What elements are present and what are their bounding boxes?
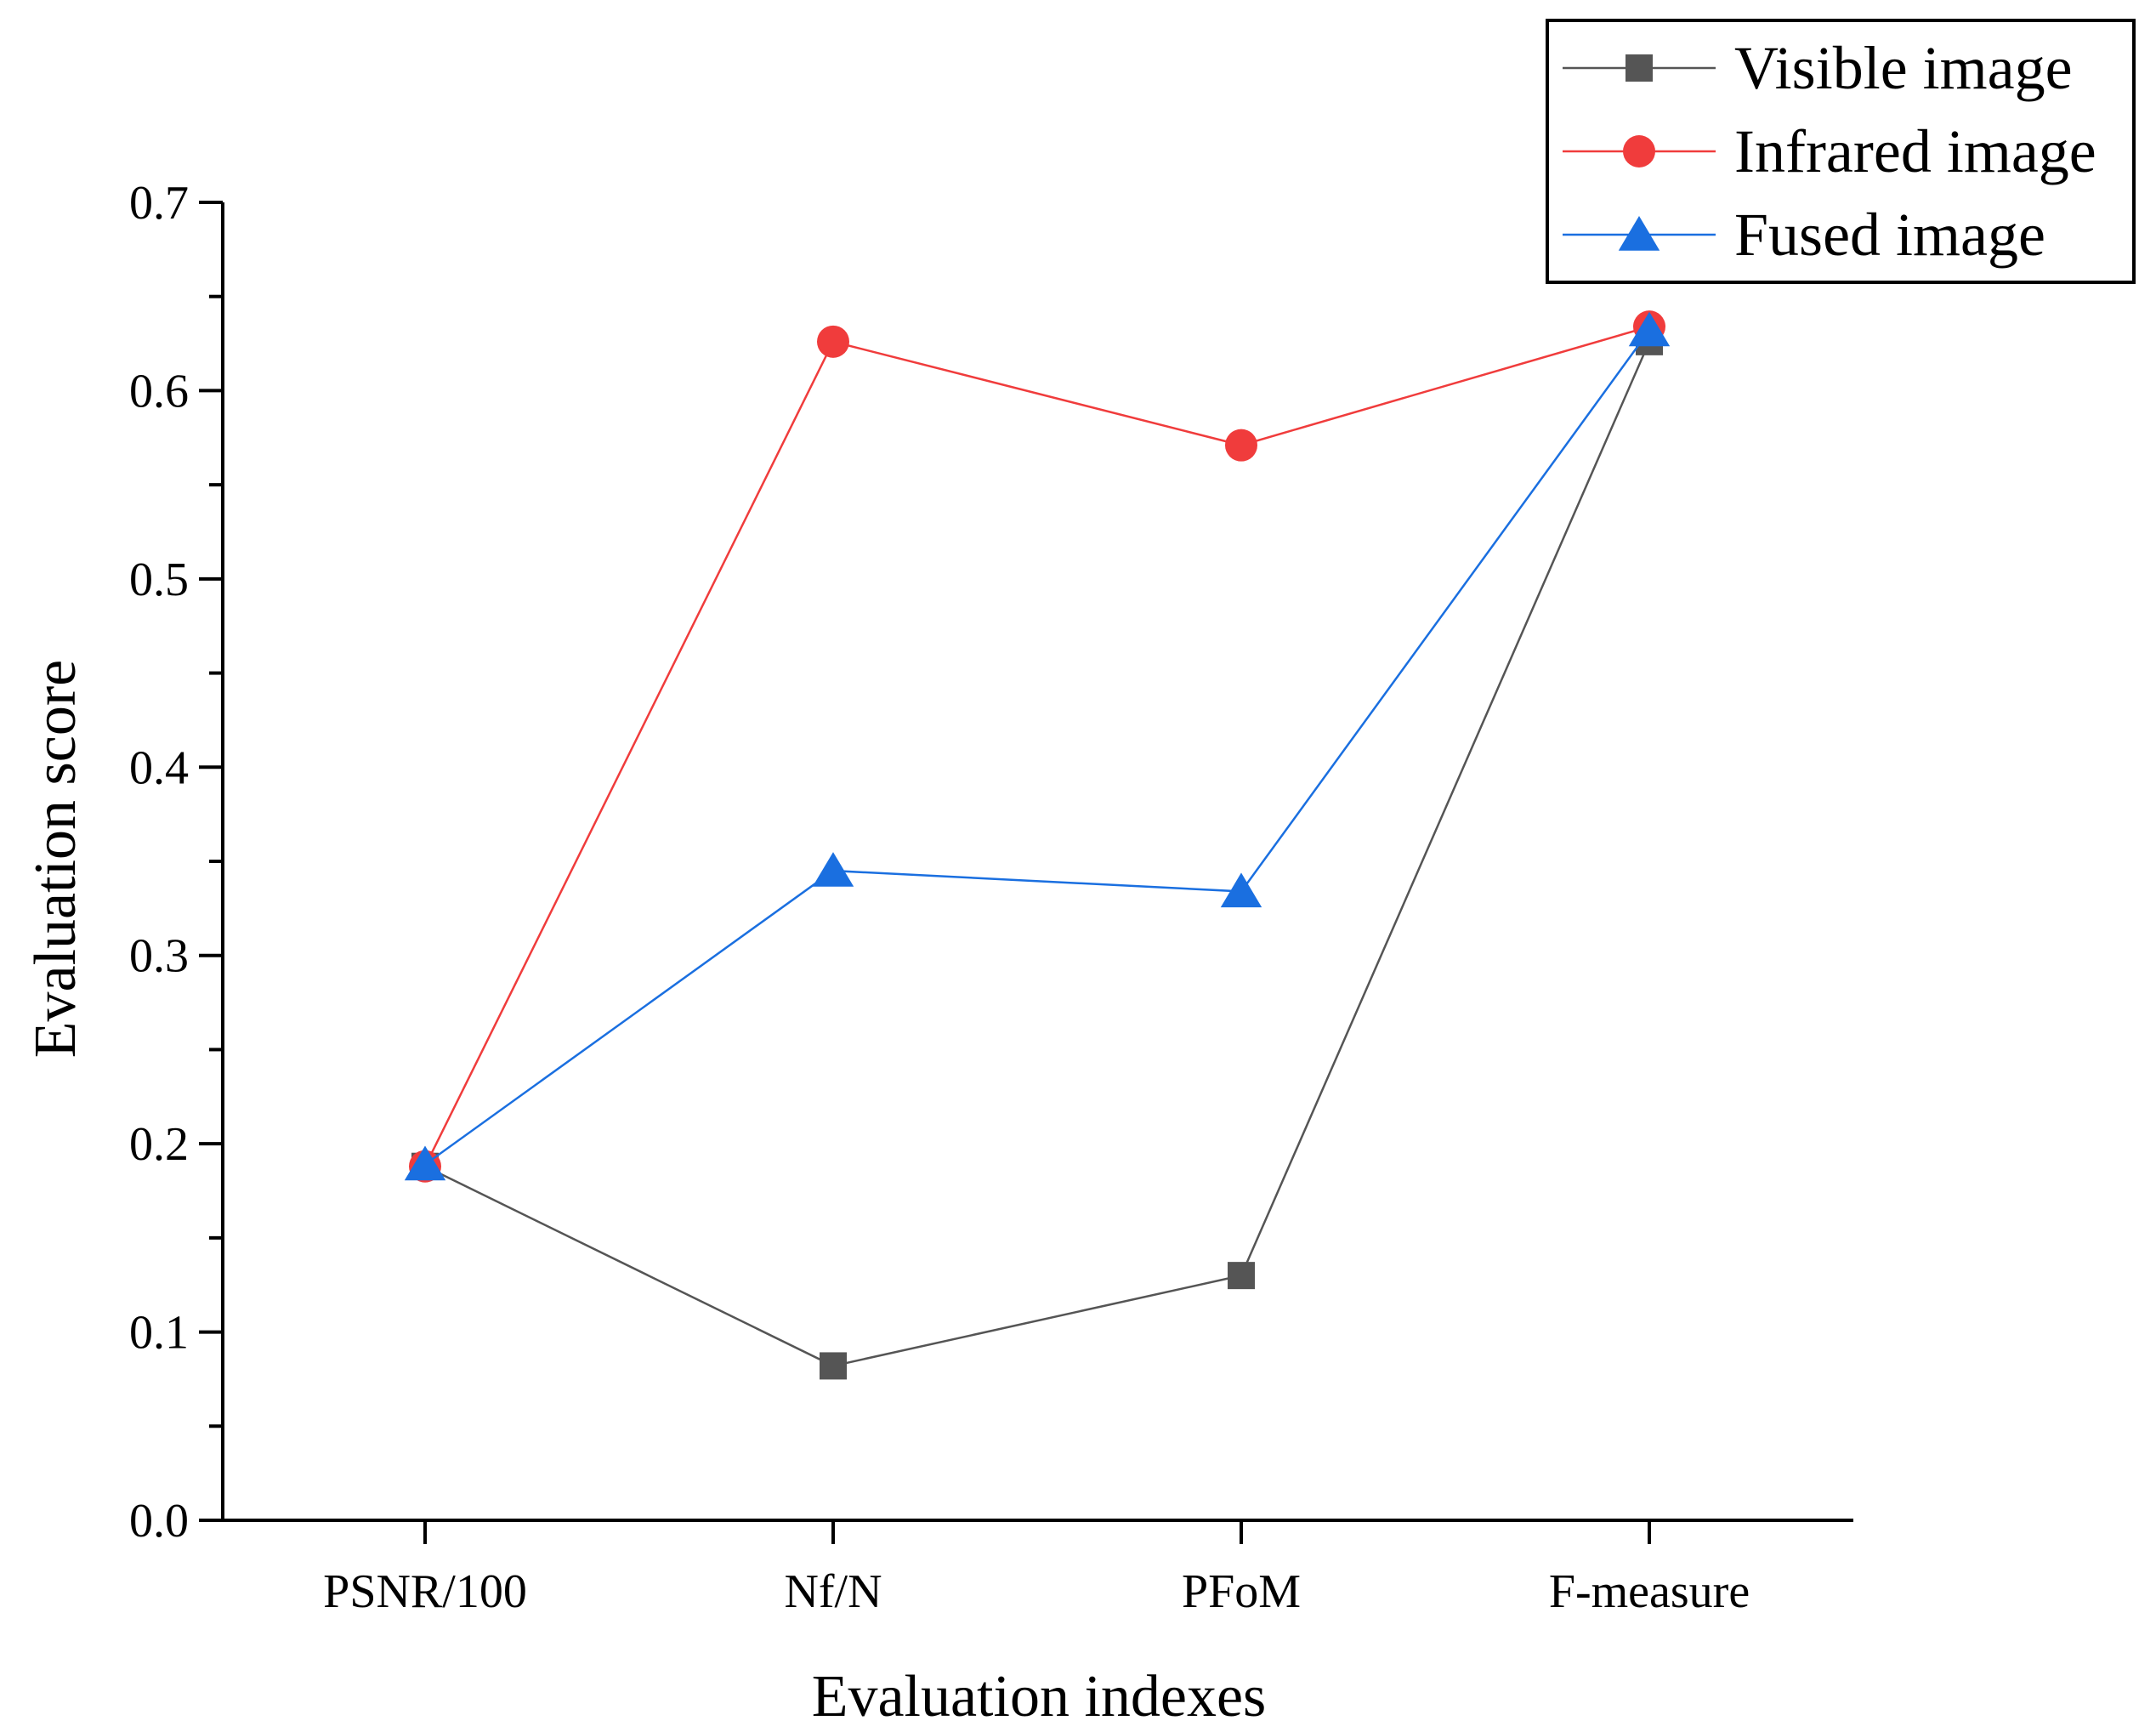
y-tick-label: 0.7 <box>129 177 189 230</box>
data-point <box>812 852 854 887</box>
y-tick-label: 0.5 <box>129 554 189 606</box>
data-point <box>817 325 849 358</box>
y-tick-label: 0.1 <box>129 1307 189 1360</box>
y-tick-label: 0.6 <box>129 365 189 417</box>
x-tick-label: PFoM <box>1182 1565 1301 1618</box>
legend-label: Infrared image <box>1734 117 2096 185</box>
data-point <box>1628 311 1671 347</box>
x-tick-label: Nf/N <box>784 1565 882 1618</box>
series-line <box>423 325 1650 1167</box>
data-point <box>1220 872 1262 908</box>
series-infrared-image <box>409 310 1665 1183</box>
data-point <box>1225 429 1257 462</box>
y-tick-label: 0.3 <box>129 930 189 983</box>
series-line <box>424 341 1651 1367</box>
y-tick-label: 0.4 <box>129 741 189 794</box>
y-tick-label: 0.0 <box>129 1495 189 1547</box>
series-layer <box>404 310 1671 1380</box>
x-axis-title: Evaluation indexes <box>812 1664 1267 1729</box>
series-fused-image <box>404 311 1671 1181</box>
x-tick-label: F-measure <box>1549 1565 1750 1618</box>
legend-label: Fused image <box>1734 201 2045 269</box>
legend-marker <box>1623 135 1655 168</box>
legend: Visible image Infrared image Fused image <box>1546 19 2136 284</box>
data-point <box>404 1145 446 1181</box>
data-point <box>820 1352 847 1380</box>
x-tick-label: PSNR/100 <box>323 1565 527 1618</box>
y-axis-title: Evaluation score <box>23 660 88 1058</box>
axes: 0.0 0.1 0.2 0.3 0.4 0.5 0.6 0.7 PSNR/100 Nf/N PFoM… <box>129 177 1853 1618</box>
legend-label: Visible image <box>1734 34 2073 102</box>
data-point <box>1228 1262 1255 1290</box>
y-tick-label: 0.2 <box>129 1118 189 1171</box>
series-visible-image <box>411 327 1663 1380</box>
legend-marker <box>1626 54 1653 82</box>
series-line <box>424 329 1651 1166</box>
legend-marker <box>1618 216 1660 251</box>
